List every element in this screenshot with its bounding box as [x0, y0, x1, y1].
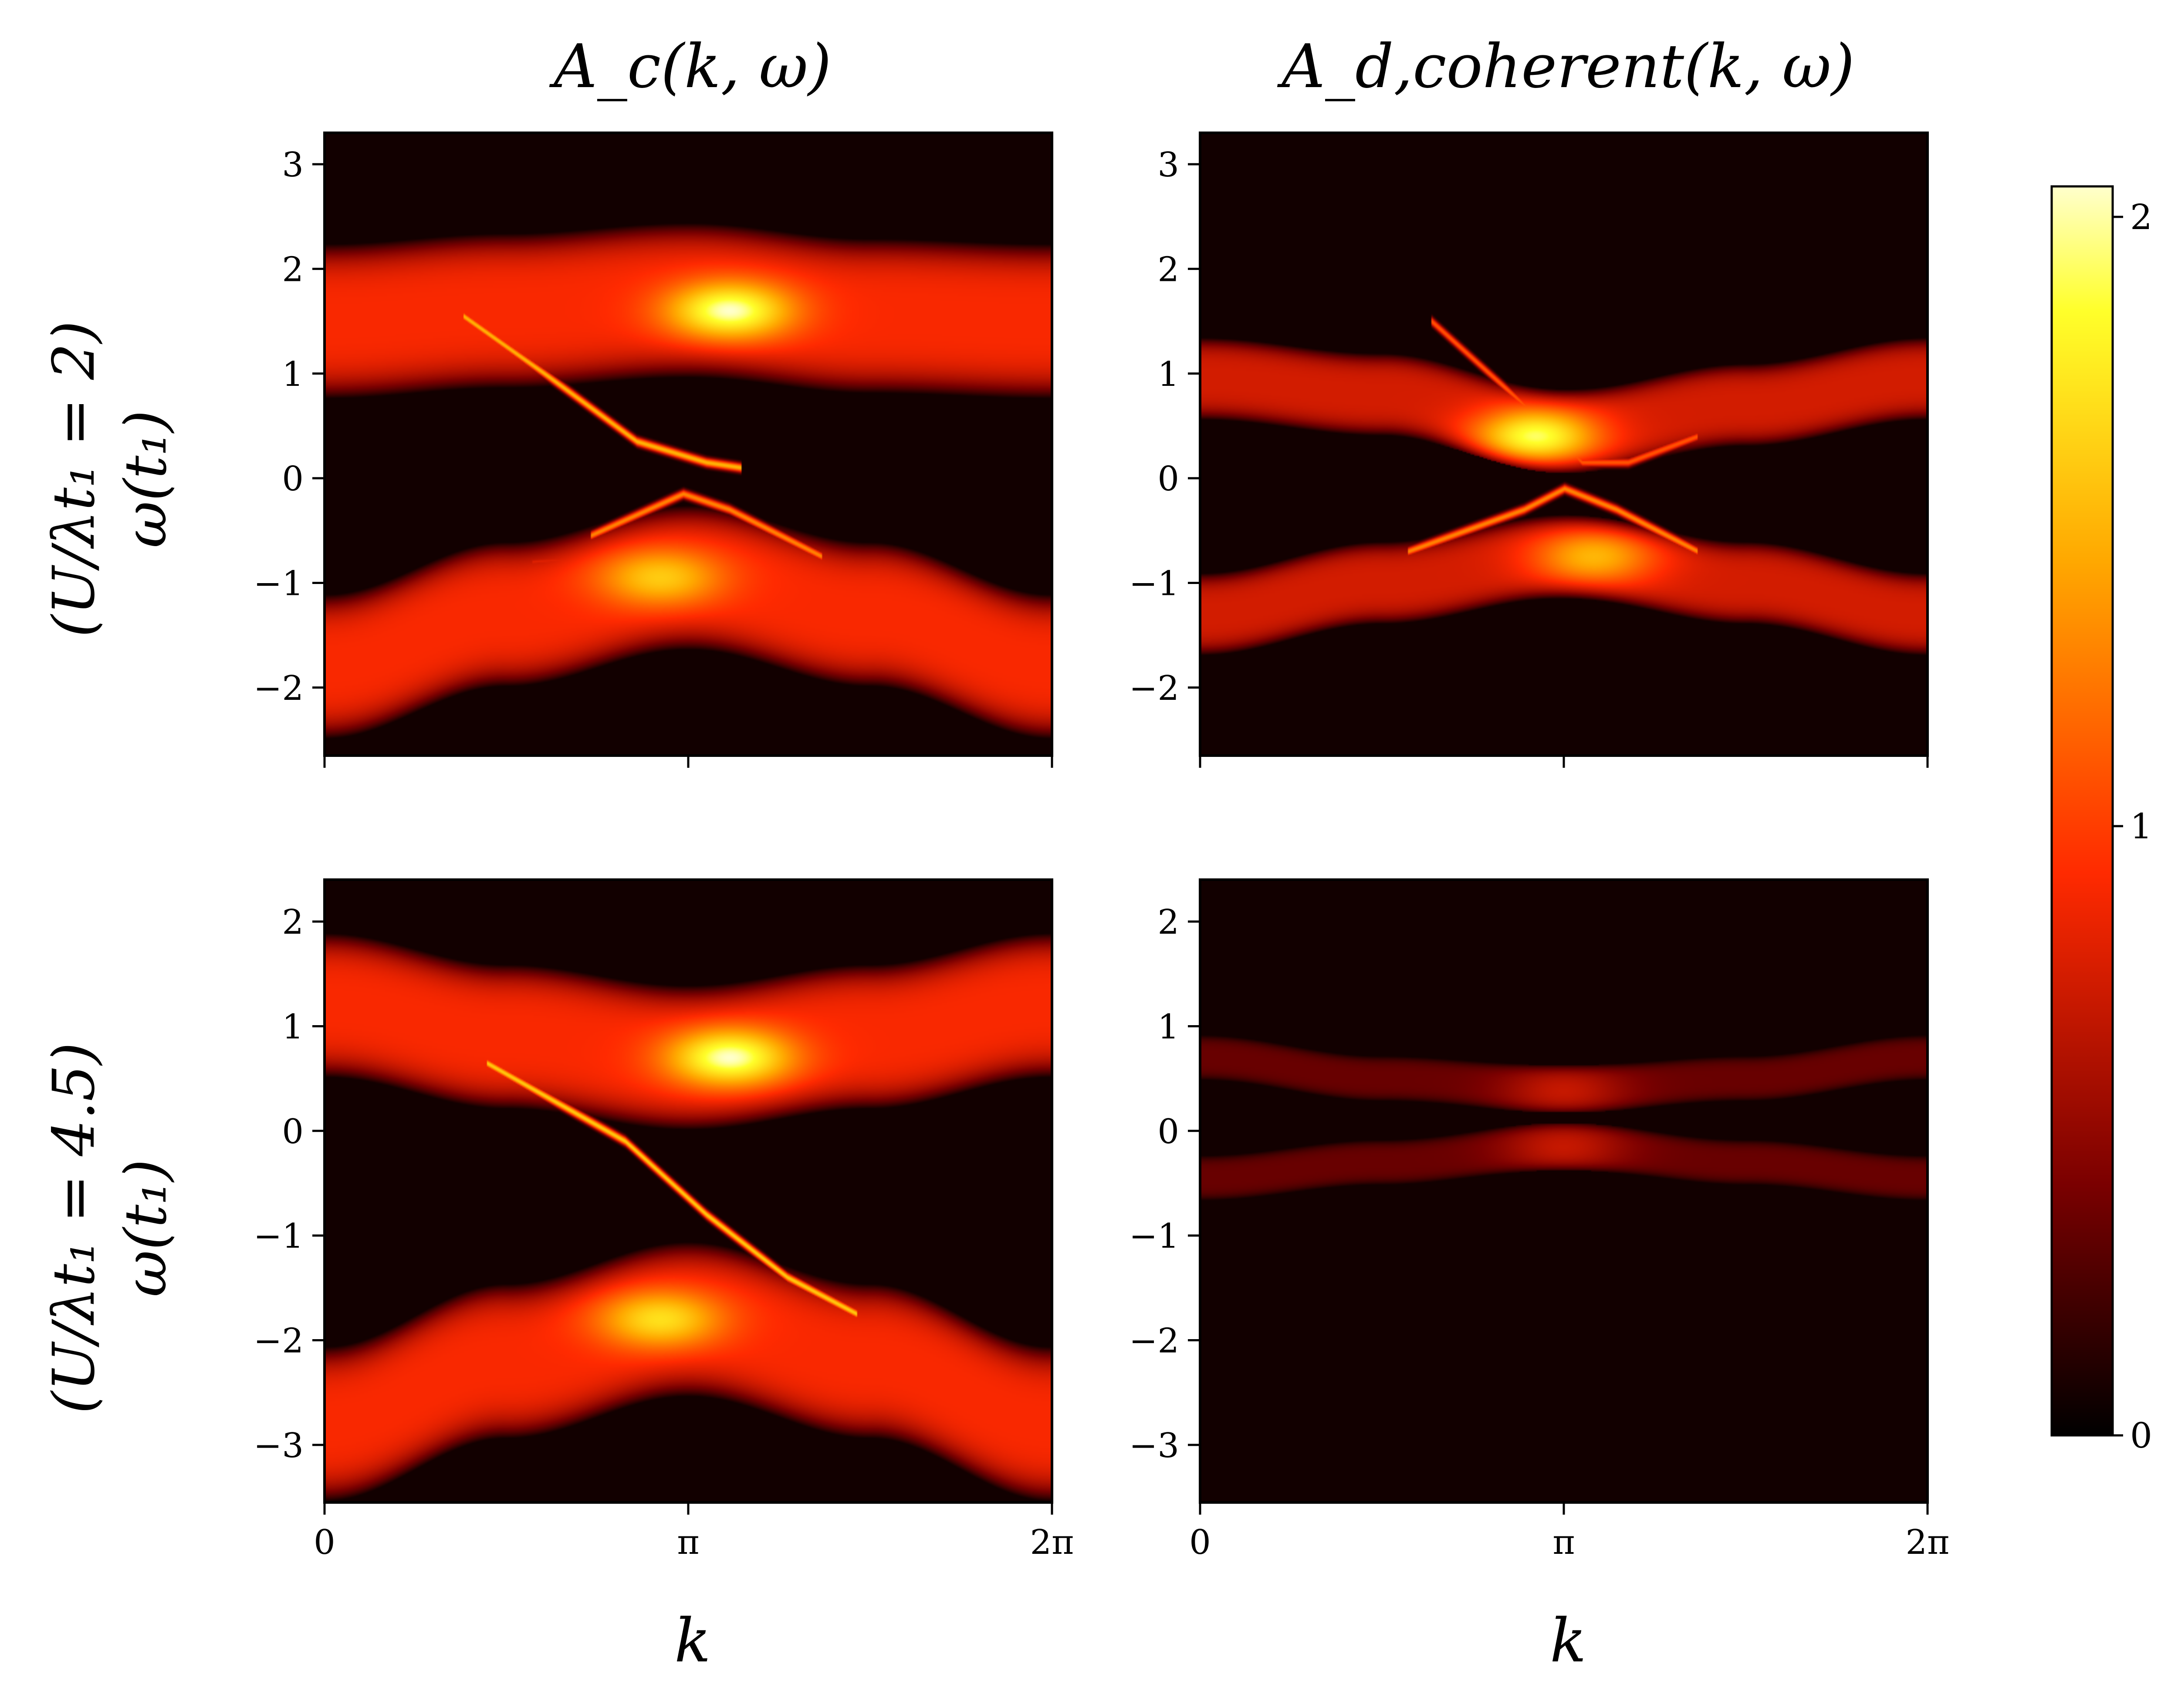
ytick-label-c-u45-5: −3 — [254, 1426, 304, 1465]
ytick-label-c-u2-1: 2 — [282, 250, 304, 289]
x-axis-label-right: k — [1550, 1606, 1586, 1676]
colorbar-ticks: 0 1 2 — [2113, 197, 2152, 1456]
xtick-label-d-u45-0: 0 — [1189, 1523, 1211, 1562]
panel-d-u2: 3 2 1 0 −1 −2 — [1129, 132, 1929, 768]
row-label-0-top: (U/λt₁ = 2) — [41, 321, 108, 638]
xtick-label-c-u45-1: π — [677, 1523, 699, 1562]
ytick-label-c-u45-1: 1 — [282, 1007, 304, 1046]
panel-d-u45: 2 1 0 −1 −2 −3 0 π 2π — [1129, 878, 1950, 1562]
heatmap-c-u45 — [325, 880, 1052, 1502]
xtick-label-c-u45-2: 2π — [1030, 1523, 1074, 1562]
ytick-label-d-u45-5: −3 — [1129, 1426, 1179, 1465]
xtick-label-c-u45-0: 0 — [314, 1523, 335, 1562]
row-label-1-top: (U/λt₁ = 4.5) — [41, 1043, 108, 1414]
ytick-label-c-u2-5: −2 — [254, 669, 304, 708]
xtick-label-d-u45-1: π — [1552, 1523, 1575, 1562]
heatmap-panels: 3 2 1 0 −1 −2 3 2 1 0 −1 −2 2 1 0 −1 −2 −3 0 π 2π 2 1 0 −1 −2 −3 0 π… — [254, 132, 1950, 1562]
column-titles: A_c(k, ω) A_d,coherent(k, ω) — [549, 31, 1854, 101]
ytick-label-c-u2-3: 0 — [282, 459, 304, 499]
ytick-label-d-u2-3: 0 — [1157, 459, 1179, 499]
row-label-1-bottom: ω(t₁) — [112, 1159, 179, 1297]
ytick-label-c-u2-4: −1 — [254, 564, 304, 603]
colorbar-tick-label-2: 2 — [2130, 197, 2152, 237]
xtick-label-d-u45-2: 2π — [1906, 1523, 1950, 1562]
colorbar-tick-label-0: 0 — [2130, 1415, 2152, 1456]
row-label-0-bottom: ω(t₁) — [112, 410, 179, 548]
ytick-label-d-u2-4: −1 — [1129, 564, 1179, 603]
ytick-label-d-u45-1: 1 — [1157, 1007, 1179, 1046]
ytick-label-d-u2-5: −2 — [1129, 669, 1179, 708]
ytick-label-c-u45-0: 2 — [282, 903, 304, 942]
x-axis-labels: k k — [674, 1606, 1586, 1676]
x-axis-label-left: k — [674, 1606, 711, 1676]
ytick-label-d-u2-1: 2 — [1157, 250, 1179, 289]
ytick-label-d-u45-4: −2 — [1129, 1321, 1179, 1360]
colorbar: 0 1 2 — [2050, 185, 2152, 1456]
col-title-1: A_d,coherent(k, ω) — [1277, 31, 1854, 101]
heatmap-d-u45 — [1200, 880, 1928, 1502]
heatmap-c-u2 — [325, 133, 1052, 756]
ytick-label-c-u45-4: −2 — [254, 1321, 304, 1360]
colorbar-tick-label-1: 1 — [2130, 806, 2152, 847]
ytick-label-d-u2-2: 1 — [1157, 355, 1179, 394]
ytick-label-d-u45-3: −1 — [1129, 1217, 1179, 1256]
ytick-label-c-u2-0: 3 — [282, 145, 304, 185]
row-labels: (U/λt₁ = 2) ω(t₁) (U/λt₁ = 4.5) ω(t₁) — [41, 321, 179, 1414]
col-title-0: A_c(k, ω) — [549, 31, 832, 101]
ytick-label-d-u45-2: 0 — [1157, 1112, 1179, 1151]
ytick-label-d-u2-0: 3 — [1157, 145, 1179, 185]
panel-c-u45: 2 1 0 −1 −2 −3 0 π 2π — [254, 878, 1074, 1562]
panel-c-u2: 3 2 1 0 −1 −2 — [254, 132, 1053, 768]
ytick-label-c-u45-3: −1 — [254, 1217, 304, 1256]
ytick-label-c-u2-2: 1 — [282, 355, 304, 394]
ytick-label-c-u45-2: 0 — [282, 1112, 304, 1151]
colorbar-gradient — [2050, 185, 2114, 1437]
ytick-label-d-u45-0: 2 — [1157, 903, 1179, 942]
heatmap-d-u2 — [1200, 133, 1928, 756]
